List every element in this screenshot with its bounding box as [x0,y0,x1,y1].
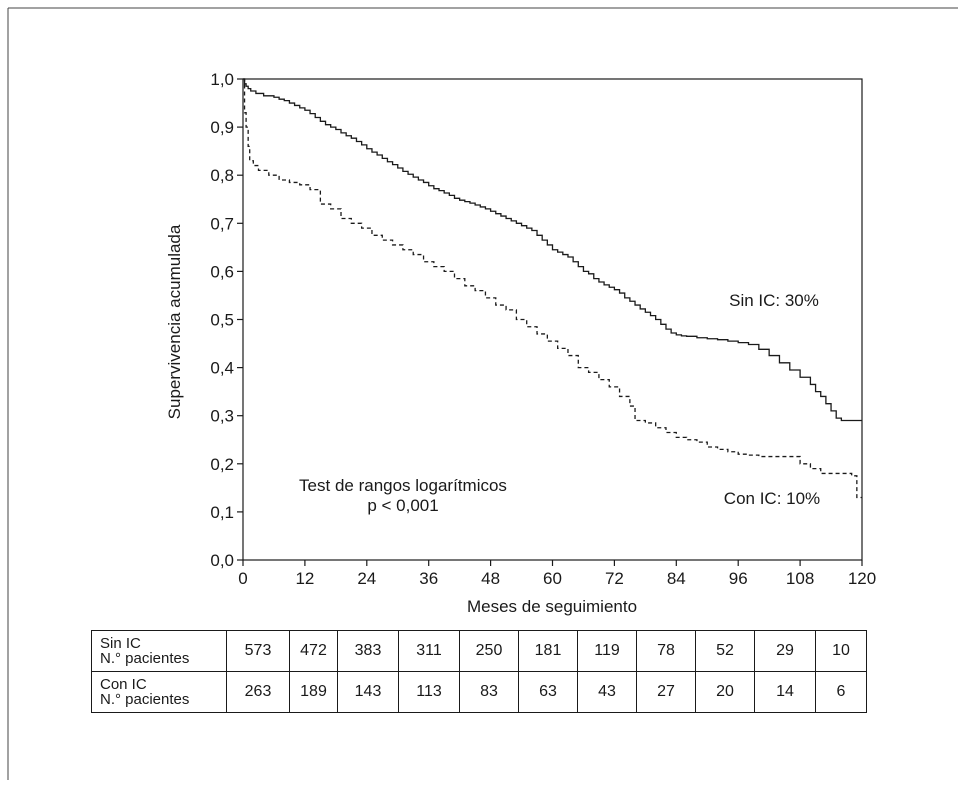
risk-count-cell: 78 [636,630,696,672]
y-tick-label: 0,8 [210,166,234,185]
survival-curves [243,78,862,499]
con-ic-annotation: Con IC: 10% [724,489,820,508]
series-sin-ic-line [243,78,862,422]
risk-count-cell: 181 [518,630,578,672]
x-tick-label: 72 [605,569,624,588]
risk-count-cell: 14 [754,671,816,713]
patients-at-risk-table: Sin IC N.° pacientes 573 472 383 311 250 181 119… [91,630,867,713]
y-tick-label: 0,6 [210,262,234,281]
x-tick-label: 120 [848,569,876,588]
risk-count-cell: 10 [815,630,867,672]
risk-count-cell: 83 [459,671,519,713]
x-axis-label: Meses de seguimiento [467,597,637,616]
risk-count-cell: 27 [636,671,696,713]
x-tick-label: 60 [543,569,562,588]
risk-row-caption: N.° pacientes [100,691,190,708]
risk-count-cell: 573 [226,630,290,672]
risk-count-cell: 119 [577,630,637,672]
logrank-p-value: p < 0,001 [367,496,438,515]
axis-ticks: 0 12 24 36 48 60 72 84 96 108 120 0,0 0,1 0,2 0,3 0,4 0,… [210,70,876,588]
x-tick-label: 108 [786,569,814,588]
risk-row-label: Sin IC N.° pacientes [91,630,227,672]
y-tick-label: 1,0 [210,70,234,89]
x-tick-label: 48 [481,569,500,588]
x-tick-label: 96 [729,569,748,588]
series-con-ic-line [243,78,862,499]
risk-count-cell: 472 [289,630,338,672]
x-tick-label: 36 [419,569,438,588]
x-tick-label: 24 [357,569,376,588]
risk-count-cell: 189 [289,671,338,713]
x-tick-label: 0 [238,569,247,588]
risk-row-group: Con IC [100,676,147,693]
risk-count-cell: 20 [695,671,755,713]
sin-ic-annotation: Sin IC: 30% [729,291,819,310]
y-tick-label: 0,5 [210,311,234,330]
y-tick-label: 0,2 [210,455,234,474]
risk-row-caption: N.° pacientes [100,650,190,667]
y-tick-label: 0,7 [210,214,234,233]
x-tick-label: 84 [667,569,686,588]
risk-count-cell: 43 [577,671,637,713]
y-tick-label: 0,0 [210,551,234,570]
risk-row-label: Con IC N.° pacientes [91,671,227,713]
risk-table-row: Sin IC N.° pacientes 573 472 383 311 250 181 119… [91,630,867,672]
risk-table-row: Con IC N.° pacientes 263 189 143 113 83 63 43 27 2… [91,671,867,713]
risk-count-cell: 263 [226,671,290,713]
risk-count-cell: 52 [695,630,755,672]
risk-count-cell: 29 [754,630,816,672]
risk-row-group: Sin IC [100,635,141,652]
y-tick-label: 0,9 [210,118,234,137]
risk-count-cell: 383 [337,630,399,672]
x-tick-label: 12 [295,569,314,588]
risk-count-cell: 311 [398,630,460,672]
y-tick-label: 0,1 [210,503,234,522]
risk-count-cell: 113 [398,671,460,713]
risk-count-cell: 143 [337,671,399,713]
y-tick-label: 0,3 [210,407,234,426]
y-tick-label: 0,4 [210,359,234,378]
risk-count-cell: 250 [459,630,519,672]
logrank-test-title: Test de rangos logarítmicos [299,476,507,495]
y-axis-label: Supervivencia acumulada [165,224,184,419]
risk-count-cell: 63 [518,671,578,713]
risk-count-cell: 6 [815,671,867,713]
